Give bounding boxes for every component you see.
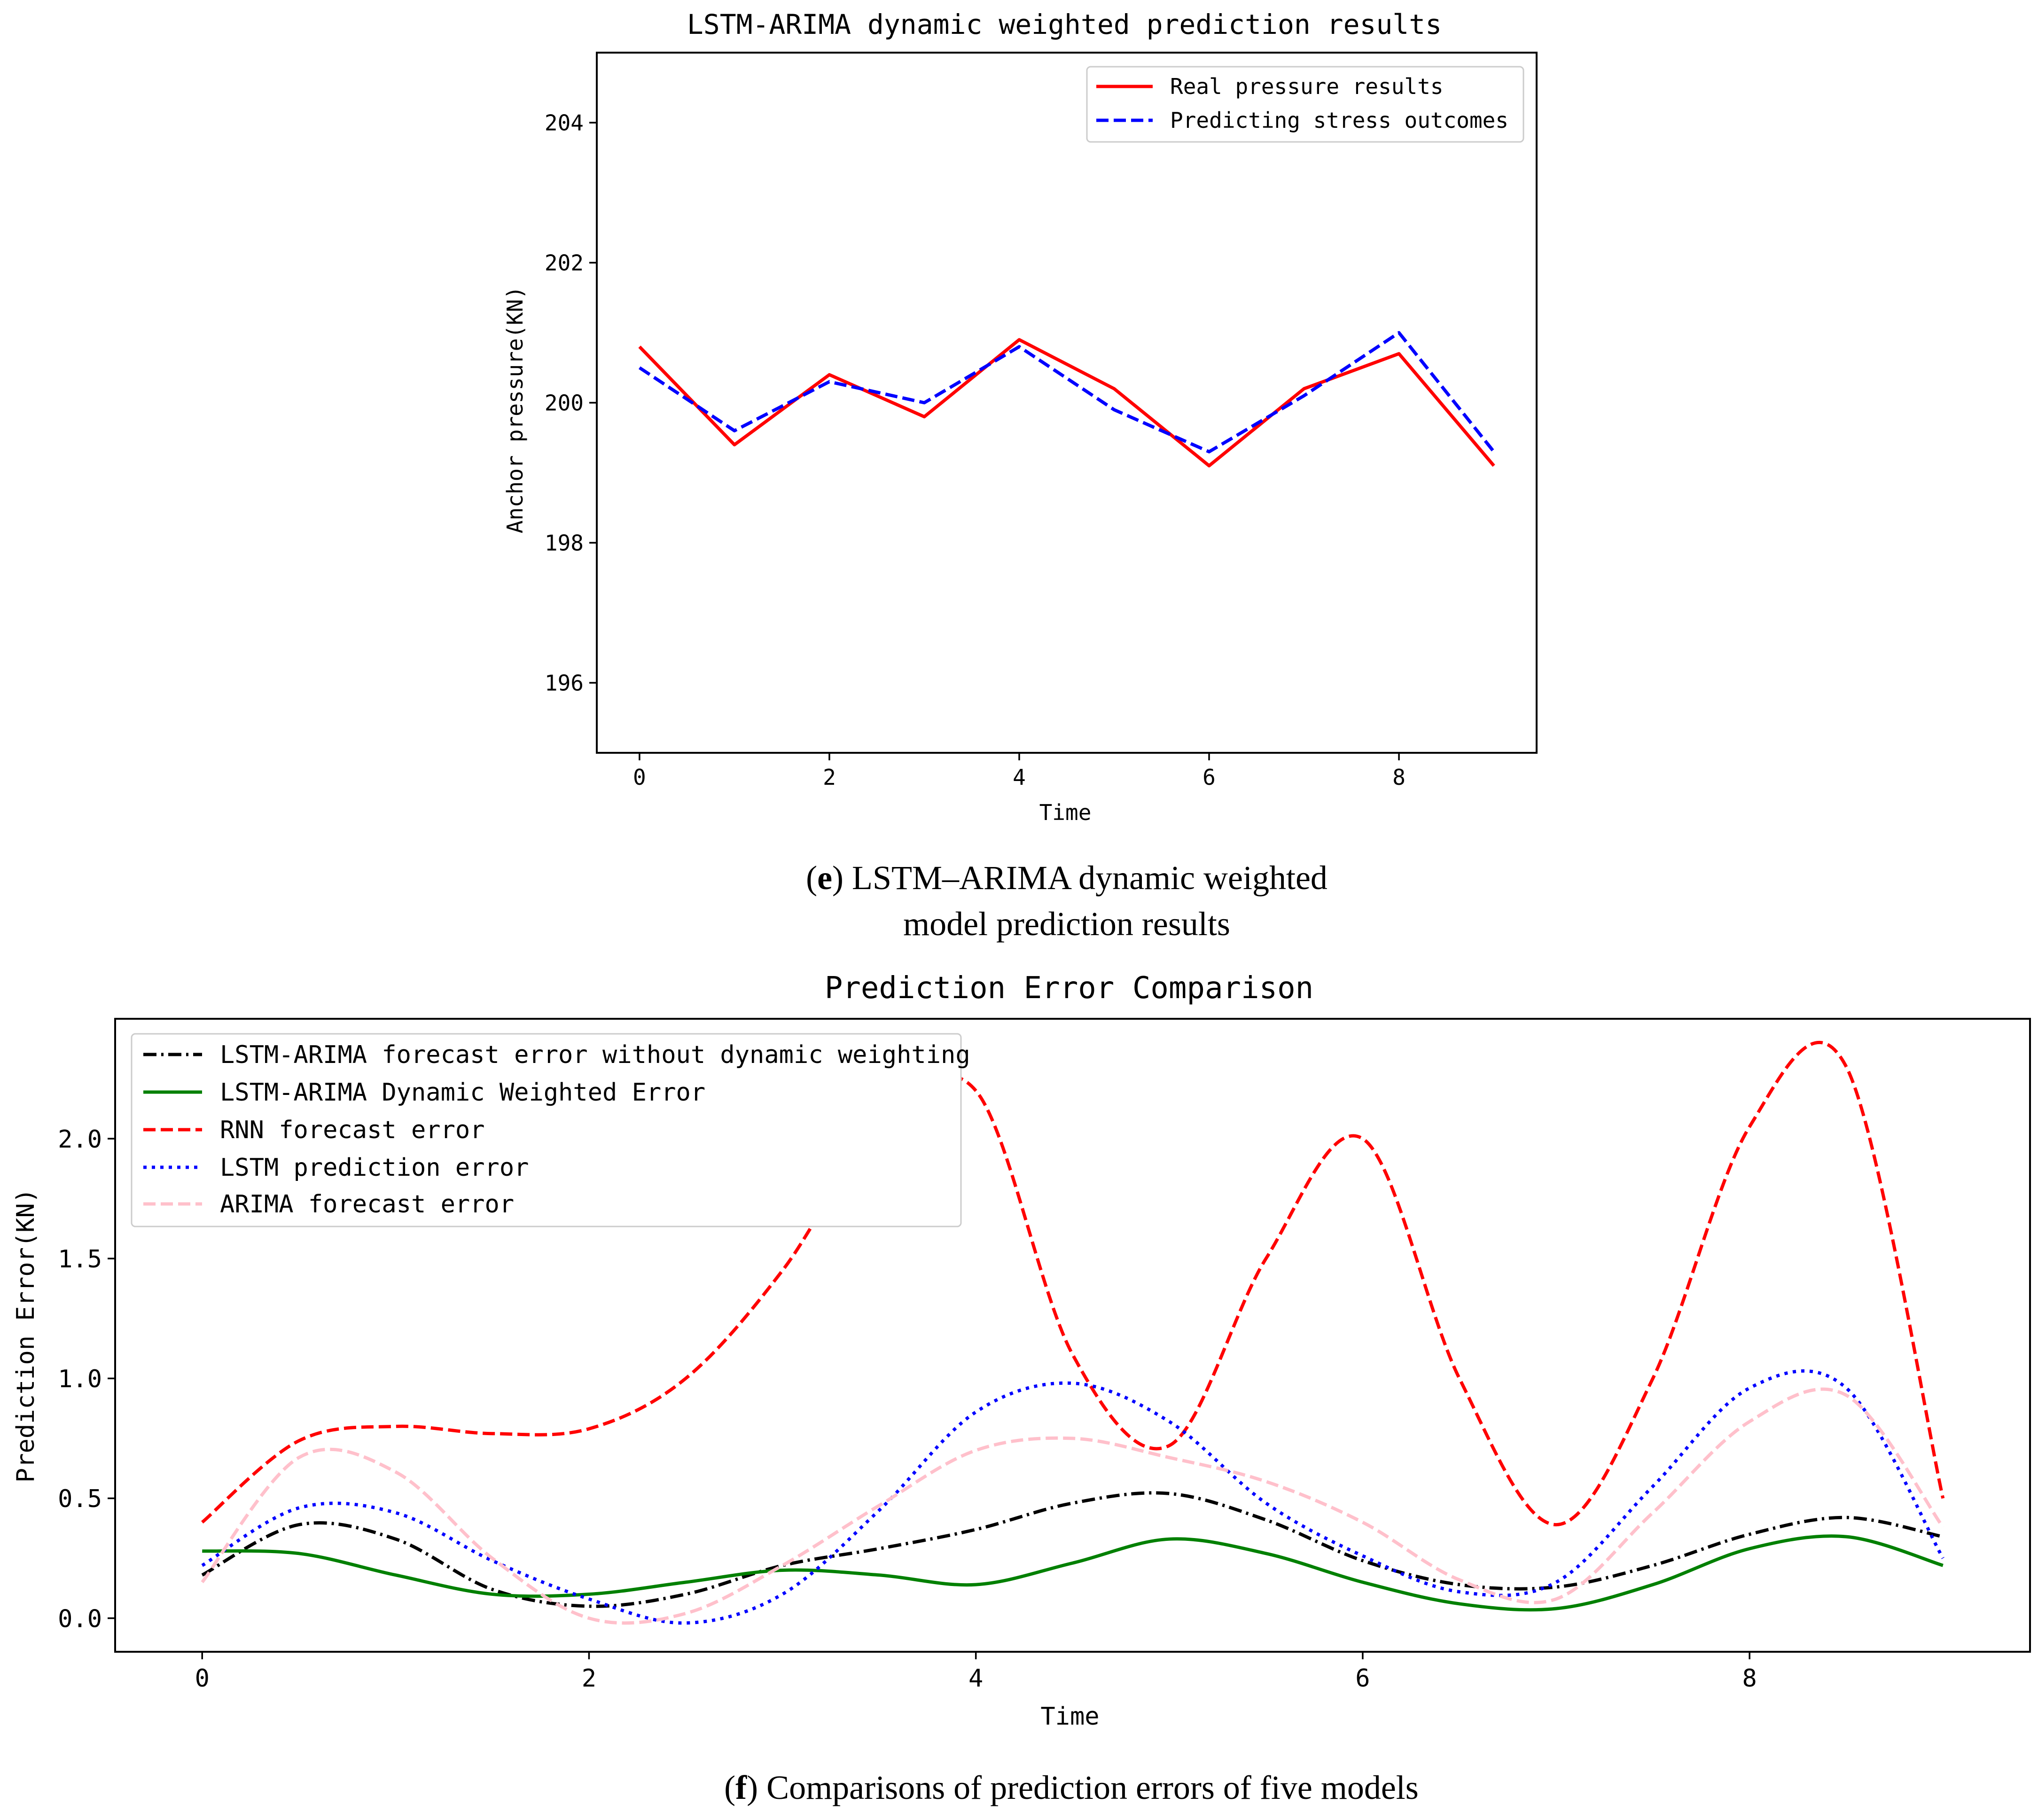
chart-e-ytick-label: 196 <box>545 671 584 696</box>
chart-f-legend-label-lstm: LSTM prediction error <box>220 1154 529 1182</box>
chart-e-series-group <box>638 331 1495 468</box>
chart-e-caption-line2: model prediction results <box>903 905 1230 943</box>
chart-e: LSTM-ARIMA dynamic weighted prediction r… <box>502 8 1538 943</box>
chart-f-ytick-label: 1.5 <box>58 1245 102 1273</box>
chart-e-ytick-label: 198 <box>545 531 584 556</box>
chart-e-series-line-real-pressure-results <box>638 338 1495 468</box>
chart-e-ytick-label: 204 <box>545 110 584 136</box>
chart-f-legend-label-no-dynamic: LSTM-ARIMA forecast error without dynami… <box>220 1041 970 1069</box>
chart-f-series-line-rnn-forecast-error <box>201 1040 1945 1527</box>
chart-f-series-line-lstm-prediction-error <box>201 1369 1944 1625</box>
chart-f-legend-label-rnn: RNN forecast error <box>220 1116 485 1144</box>
chart-f-series-line-lstm-arima-dynamic-weighted-error <box>202 1534 1944 1612</box>
chart-e-legend-box <box>1086 66 1524 143</box>
chart-f-axes-frame <box>114 1018 2031 1653</box>
chart-f-caption: (f) Comparisons of prediction errors of … <box>724 1769 1419 1806</box>
chart-e-ticks-group: 0 2 4 6 8 196 198 200 202 204 <box>545 110 1406 790</box>
chart-f-title: Prediction Error Comparison <box>825 971 1313 1006</box>
chart-f-ytick-label: 0.5 <box>58 1485 102 1513</box>
chart-f-legend: LSTM-ARIMA forecast error without dynami… <box>131 1033 970 1227</box>
chart-f-legend-box <box>131 1033 962 1227</box>
chart-e-xtick-label: 2 <box>823 765 836 790</box>
chart-e-ylabel: Anchor pressure(KN) <box>502 286 528 533</box>
chart-e-title: LSTM-ARIMA dynamic weighted prediction r… <box>687 8 1442 40</box>
chart-e-ytick-label: 200 <box>545 391 584 416</box>
chart-e-legend: Real pressure results Predicting stress … <box>1086 66 1524 143</box>
chart-e-caption-line1: (e) LSTM–ARIMA dynamic weighted <box>806 859 1327 897</box>
chart-e-legend-label-real: Real pressure results <box>1170 74 1444 99</box>
chart-f-series-group <box>201 1040 1945 1625</box>
chart-f-xtick-label: 8 <box>1742 1664 1757 1693</box>
chart-f-xtick-label: 4 <box>968 1664 983 1693</box>
chart-e-series-line-predicting-stress-outcomes <box>638 331 1495 453</box>
chart-f-caption-text: Comparisons of prediction errors of five… <box>758 1769 1419 1806</box>
chart-f-ylabel: Prediction Error(KN) <box>12 1188 40 1483</box>
chart-e-legend-label-pred: Predicting stress outcomes <box>1170 108 1508 133</box>
chart-f-xtick-label: 2 <box>582 1664 596 1693</box>
chart-f-ytick-label: 0.0 <box>58 1605 102 1633</box>
chart-f-ticks-group: 0 2 4 6 8 0.0 0.5 1.0 1.5 2.0 <box>58 1125 1757 1693</box>
chart-e-ytick-label: 202 <box>545 250 584 276</box>
chart-e-xtick-label: 8 <box>1392 765 1406 790</box>
chart-f-series-line-arima-forecast-error <box>201 1387 1944 1625</box>
chart-e-xtick-label: 0 <box>633 765 646 790</box>
chart-e-axes-frame <box>596 52 1538 754</box>
chart-f: Prediction Error Comparison 0 2 4 6 8 0.0 0.5 1… <box>12 971 2031 1806</box>
chart-f-xtick-label: 0 <box>195 1664 210 1693</box>
chart-e-xlabel: Time <box>1039 800 1092 825</box>
chart-f-xlabel: Time <box>1040 1703 1099 1731</box>
chart-f-ytick-label: 2.0 <box>58 1125 102 1154</box>
chart-f-xtick-label: 6 <box>1355 1664 1370 1693</box>
chart-e-caption-text1: LSTM–ARIMA dynamic weighted <box>843 859 1327 897</box>
chart-f-legend-label-dynamic: LSTM-ARIMA Dynamic Weighted Error <box>220 1078 705 1107</box>
chart-f-caption-label: f <box>735 1769 747 1806</box>
chart-e-xtick-label: 4 <box>1013 765 1026 790</box>
chart-f-legend-label-arima: ARIMA forecast error <box>220 1190 514 1219</box>
chart-e-xtick-label: 6 <box>1202 765 1216 790</box>
chart-e-caption-label: e <box>817 859 832 897</box>
chart-f-ytick-label: 1.0 <box>58 1365 102 1393</box>
